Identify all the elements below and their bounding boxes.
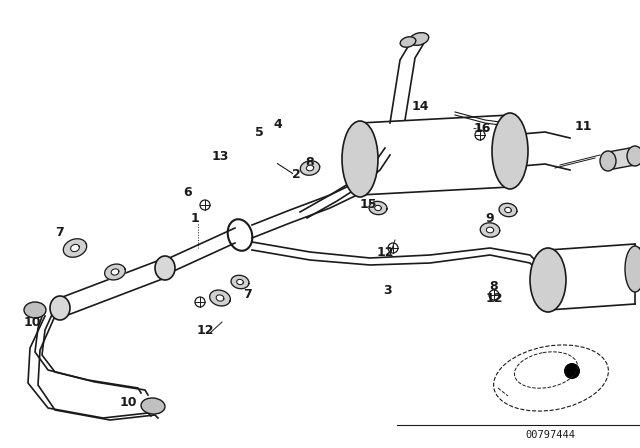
Ellipse shape (141, 398, 165, 414)
Polygon shape (369, 202, 387, 215)
Text: 16: 16 (474, 121, 491, 134)
Ellipse shape (530, 248, 566, 312)
Text: 10: 10 (119, 396, 137, 409)
Polygon shape (111, 269, 119, 275)
Text: 7: 7 (244, 289, 252, 302)
Polygon shape (499, 203, 517, 217)
Ellipse shape (24, 302, 46, 318)
Text: 14: 14 (412, 100, 429, 113)
Circle shape (564, 363, 580, 379)
Text: 12: 12 (196, 323, 214, 336)
Text: 4: 4 (274, 119, 282, 132)
Polygon shape (216, 295, 224, 301)
Text: 11: 11 (574, 121, 592, 134)
Text: 12: 12 (376, 246, 394, 258)
Ellipse shape (155, 256, 175, 280)
Ellipse shape (342, 121, 378, 197)
Polygon shape (608, 147, 635, 170)
Text: 1: 1 (191, 211, 200, 224)
Text: 12: 12 (485, 293, 503, 306)
Text: 8: 8 (490, 280, 499, 293)
Polygon shape (231, 276, 249, 289)
Text: 2: 2 (292, 168, 300, 181)
Polygon shape (300, 161, 319, 175)
Ellipse shape (400, 37, 416, 47)
Polygon shape (480, 223, 500, 237)
Ellipse shape (625, 246, 640, 292)
Polygon shape (70, 244, 79, 252)
Text: -16: -16 (472, 123, 490, 133)
Text: 10: 10 (23, 315, 41, 328)
Text: 6: 6 (184, 186, 192, 199)
Polygon shape (210, 290, 230, 306)
Polygon shape (105, 264, 125, 280)
Text: 15: 15 (359, 198, 377, 211)
Text: 13: 13 (211, 151, 228, 164)
Text: 7: 7 (56, 225, 65, 238)
Ellipse shape (50, 296, 70, 320)
Ellipse shape (492, 113, 528, 189)
Polygon shape (307, 165, 314, 171)
Ellipse shape (600, 151, 616, 171)
Text: 00797444: 00797444 (525, 430, 575, 440)
Text: 8: 8 (306, 156, 314, 169)
Polygon shape (63, 239, 86, 257)
Ellipse shape (409, 33, 429, 45)
Polygon shape (486, 227, 493, 233)
Text: 9: 9 (486, 211, 494, 224)
Text: 5: 5 (255, 125, 264, 138)
Ellipse shape (627, 146, 640, 166)
Polygon shape (374, 205, 381, 211)
Polygon shape (237, 280, 243, 284)
Text: 3: 3 (384, 284, 392, 297)
Polygon shape (505, 207, 511, 213)
